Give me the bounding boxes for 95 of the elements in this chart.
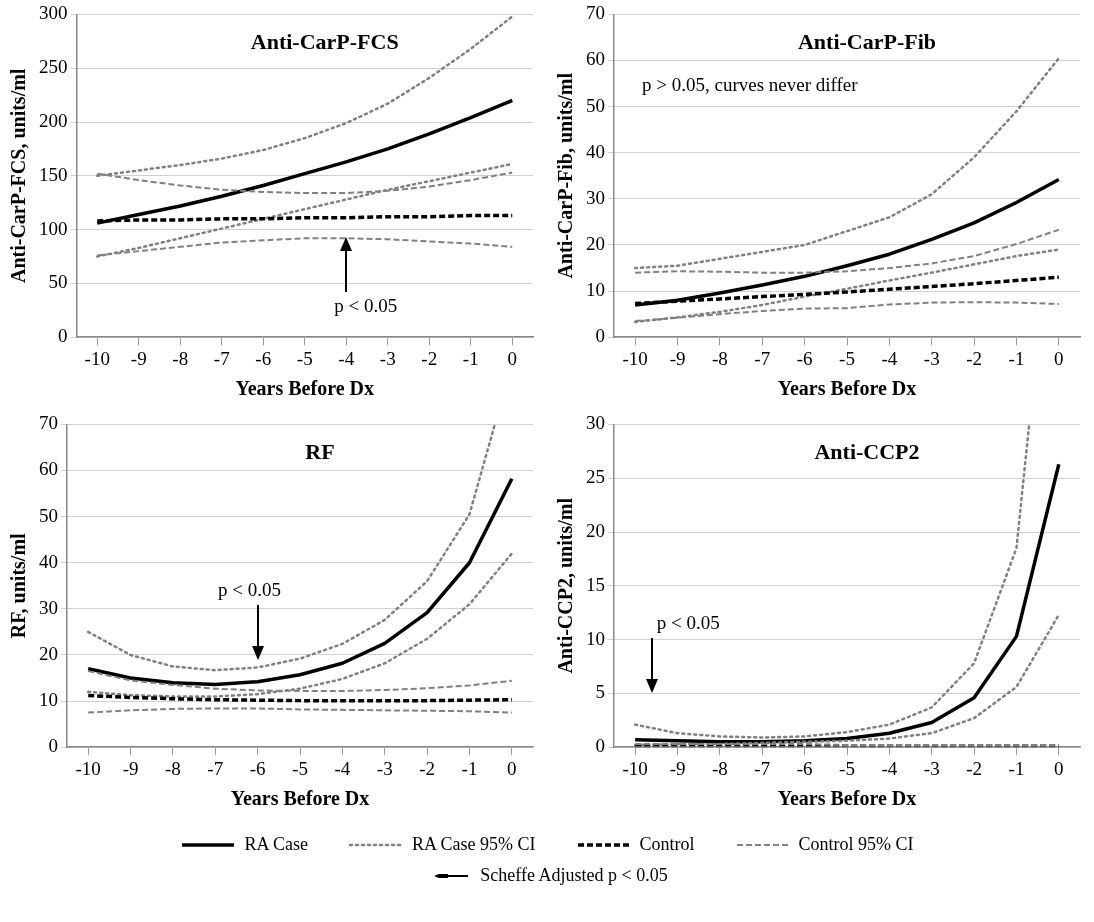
y-tick-label: 5 xyxy=(595,681,605,703)
y-tick-label: 250 xyxy=(39,56,68,78)
x-axis-title: Years Before Dx xyxy=(230,787,370,810)
x-tick-label: 0 xyxy=(507,757,517,779)
annotation: p > 0.05, curves never differ xyxy=(642,73,859,95)
x-tick-label: -3 xyxy=(923,757,940,779)
y-tick-label: 300 xyxy=(39,2,68,24)
y-tick-label: 100 xyxy=(39,217,68,239)
y-tick-label: 20 xyxy=(586,232,605,254)
y-tick-label: 20 xyxy=(586,519,605,541)
y-tick-label: 0 xyxy=(58,325,68,347)
x-tick-label: -9 xyxy=(130,347,147,369)
x-axis-title: Years Before Dx xyxy=(777,377,917,400)
y-axis-title: Anti-CarP-Fib, units/ml xyxy=(554,72,577,279)
y-tick-label: 10 xyxy=(586,279,605,301)
y-tick-label: 50 xyxy=(48,271,68,293)
legend-label: Control xyxy=(639,834,695,855)
y-tick-label: 10 xyxy=(39,689,58,711)
y-tick-label: 0 xyxy=(595,325,605,347)
y-tick-label: 0 xyxy=(48,735,58,757)
y-tick-label: 15 xyxy=(586,573,605,595)
y-tick-label: 150 xyxy=(39,163,68,185)
x-tick-label: -6 xyxy=(249,757,266,779)
legend-label: RA Case 95% CI xyxy=(412,834,536,855)
x-tick-label: -9 xyxy=(669,757,686,779)
y-axis-title: RF, units/ml xyxy=(7,532,30,639)
legend-label: RA Case xyxy=(244,834,308,855)
x-tick-label: -4 xyxy=(881,757,898,779)
x-tick-label: -8 xyxy=(165,757,181,779)
text: Anti-CCP2 xyxy=(814,439,920,465)
text: Anti-CarP-Fib xyxy=(797,29,937,55)
x-tick-label: 0 xyxy=(1054,347,1064,369)
x-tick-label: 0 xyxy=(1054,757,1064,779)
y-tick-label: 25 xyxy=(586,466,605,488)
x-tick-label: -2 xyxy=(421,347,438,369)
x-tick-label: -8 xyxy=(711,757,728,779)
x-tick-label: -7 xyxy=(207,757,224,779)
y-tick-label: 60 xyxy=(586,48,605,70)
x-tick-label: 0 xyxy=(507,347,517,369)
x-tick-label: -1 xyxy=(1008,347,1025,369)
annotation: p < 0.05 xyxy=(218,578,282,600)
y-axis-title: Anti-CarP-FCS, units/ml xyxy=(7,68,30,284)
x-tick-label: -8 xyxy=(172,347,189,369)
x-tick-label: -4 xyxy=(881,347,898,369)
x-tick-label: -3 xyxy=(376,757,393,779)
y-tick-label: 0 xyxy=(595,735,605,757)
x-tick-label: -5 xyxy=(839,757,855,779)
annotation: p < 0.05 xyxy=(656,611,720,633)
x-tick-label: -10 xyxy=(622,347,648,369)
x-tick-label: -10 xyxy=(84,347,110,369)
y-axis-title: Anti-CCP2, units/ml xyxy=(554,497,577,674)
y-tick-label: 40 xyxy=(39,550,58,572)
x-tick-label: -3 xyxy=(923,347,940,369)
x-tick-label: -2 xyxy=(966,757,983,779)
y-tick-label: 70 xyxy=(39,412,58,434)
x-tick-label: -1 xyxy=(461,757,478,779)
x-tick-label: -3 xyxy=(379,347,396,369)
y-tick-label: 40 xyxy=(586,140,605,162)
legend-label: Control 95% CI xyxy=(798,834,914,855)
x-tick-label: -6 xyxy=(796,347,813,369)
x-tick-label: -1 xyxy=(1008,757,1025,779)
x-tick-label: -7 xyxy=(754,757,771,779)
x-tick-label: -4 xyxy=(334,757,351,779)
x-tick-label: -4 xyxy=(338,347,355,369)
x-tick-label: -9 xyxy=(669,347,686,369)
x-tick-label: -6 xyxy=(796,757,813,779)
text: Scheffe Adjusted p < 0.05 xyxy=(480,865,668,886)
x-tick-label: -2 xyxy=(419,757,435,779)
x-tick-label: -6 xyxy=(255,347,272,369)
x-tick-label: -2 xyxy=(966,347,983,369)
x-tick-label: -7 xyxy=(213,347,230,369)
x-tick-label: -5 xyxy=(839,347,855,369)
y-tick-label: 60 xyxy=(39,458,58,480)
y-tick-label: 20 xyxy=(39,642,58,664)
y-tick-label: 50 xyxy=(586,94,605,116)
x-tick-label: -9 xyxy=(122,757,139,779)
y-tick-label: 70 xyxy=(586,2,605,24)
x-axis-title: Years Before Dx xyxy=(777,787,917,810)
annotation: p < 0.05 xyxy=(334,294,398,316)
x-axis-title: Years Before Dx xyxy=(235,377,374,400)
text: Anti-CarP-FCS xyxy=(250,29,399,55)
y-tick-label: 10 xyxy=(586,627,605,649)
y-tick-label: 50 xyxy=(39,504,58,526)
text: RF xyxy=(305,439,335,465)
x-tick-label: -1 xyxy=(462,347,479,369)
y-tick-label: 30 xyxy=(39,596,58,618)
x-tick-label: -10 xyxy=(622,757,648,779)
x-tick-label: -8 xyxy=(711,347,728,369)
x-tick-label: -5 xyxy=(292,757,308,779)
x-tick-label: -10 xyxy=(75,757,101,779)
y-tick-label: 200 xyxy=(39,109,68,131)
y-tick-label: 30 xyxy=(586,412,605,434)
x-tick-label: -5 xyxy=(296,347,313,369)
y-tick-label: 30 xyxy=(586,186,605,208)
x-tick-label: -7 xyxy=(754,347,771,369)
